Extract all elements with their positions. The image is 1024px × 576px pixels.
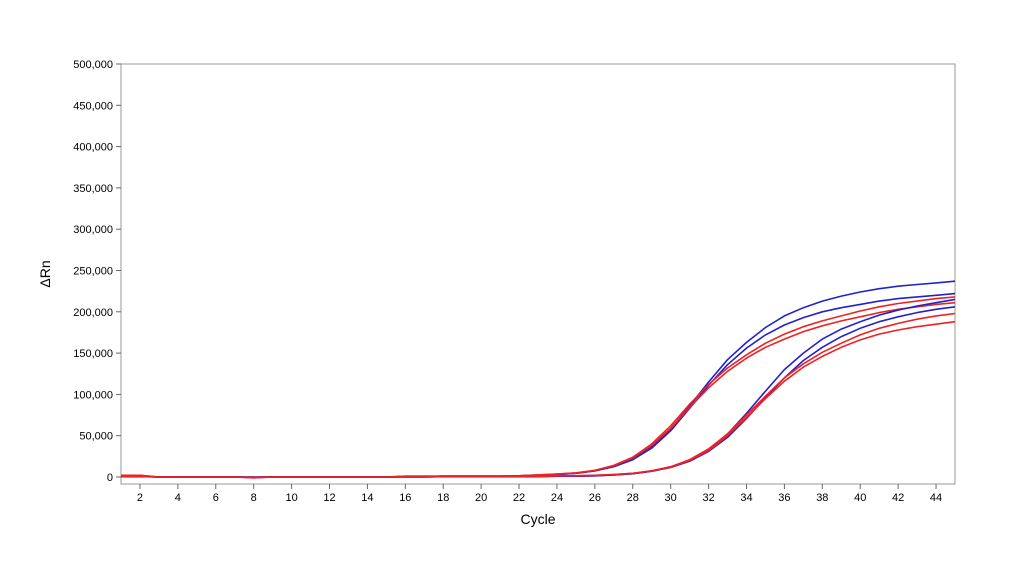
x-tick-label: 4 <box>175 492 181 504</box>
y-tick-label: 0 <box>107 472 113 484</box>
y-tick-label: 350,000 <box>73 183 113 195</box>
x-tick-label: 22 <box>513 492 525 504</box>
x-tick-label: 42 <box>892 492 904 504</box>
y-tick-label: 50,000 <box>79 431 113 443</box>
y-tick-label: 400,000 <box>73 142 113 154</box>
x-tick-label: 38 <box>816 492 828 504</box>
x-tick-label: 10 <box>285 492 297 504</box>
x-tick-label: 26 <box>589 492 601 504</box>
plot-area <box>120 63 956 485</box>
x-tick-label: 8 <box>251 492 257 504</box>
x-tick-label: 16 <box>399 492 411 504</box>
y-tick-label: 100,000 <box>73 389 113 401</box>
x-tick-label: 40 <box>854 492 866 504</box>
y-tick-label: 300,000 <box>73 224 113 236</box>
x-tick-label: 20 <box>475 492 487 504</box>
x-tick-label: 2 <box>137 492 143 504</box>
y-tick-label: 200,000 <box>73 307 113 319</box>
x-tick-label: 30 <box>665 492 677 504</box>
x-axis-title: Cycle <box>520 511 555 527</box>
y-tick-label: 250,000 <box>73 266 113 278</box>
y-tick-label: 150,000 <box>73 348 113 360</box>
y-axis-title: ΔRn <box>37 260 53 287</box>
x-tick-label: 6 <box>213 492 219 504</box>
x-tick-label: 32 <box>702 492 714 504</box>
x-tick-label: 28 <box>627 492 639 504</box>
x-tick-label: 36 <box>778 492 790 504</box>
y-tick-label: 500,000 <box>73 59 113 71</box>
x-tick-label: 34 <box>740 492 752 504</box>
y-axis: 0 50,000 100,000 150,000 200,000 250,000 300,0… <box>73 59 121 484</box>
x-axis: 2 4 6 8 10 12 14 16 18 20 22 24 26 28 30 32 34 36 38 40 42 44 <box>137 484 942 504</box>
y-tick-label: 450,000 <box>73 100 113 112</box>
series-layer <box>121 280 956 479</box>
x-tick-label: 18 <box>437 492 449 504</box>
x-tick-label: 12 <box>323 492 335 504</box>
x-tick-label: 24 <box>551 492 563 504</box>
series-line-8 <box>121 320 956 479</box>
x-tick-label: 44 <box>930 492 942 504</box>
x-tick-label: 14 <box>361 492 373 504</box>
